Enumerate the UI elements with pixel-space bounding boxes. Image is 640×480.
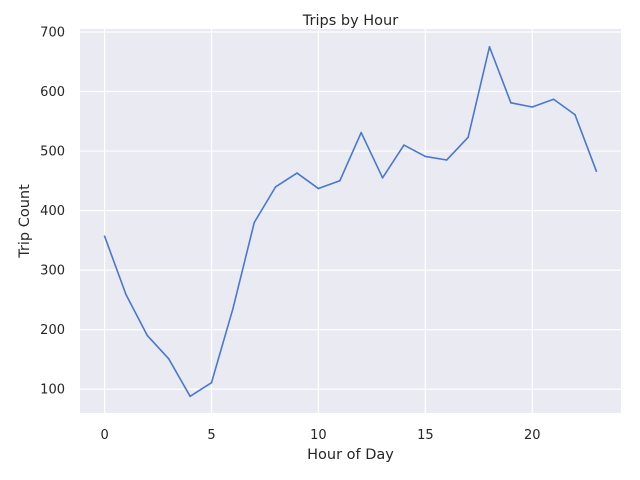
chart-title: Trips by Hour: [302, 13, 398, 29]
data-point: [467, 136, 469, 139]
y-tick-label: 700: [40, 25, 65, 40]
x-axis-label: Hour of Day: [307, 447, 394, 463]
data-point: [424, 155, 427, 158]
data-point: [574, 113, 576, 116]
data-point: [146, 334, 149, 337]
data-point: [103, 235, 106, 237]
y-tick-label: 500: [40, 145, 65, 160]
data-point: [210, 381, 213, 384]
x-tick-label: 10: [310, 428, 327, 443]
data-point: [167, 358, 170, 360]
data-point: [510, 102, 512, 104]
x-tick-label: 5: [207, 428, 215, 443]
y-tick-label: 100: [40, 383, 65, 398]
x-tick-labels: 0 5 10 15 20: [100, 428, 540, 443]
y-axis-label: Trip Count: [17, 184, 33, 259]
x-tick-label: 0: [100, 428, 108, 443]
data-point: [381, 177, 384, 179]
data-point: [339, 180, 341, 182]
x-tick-label: 15: [417, 428, 434, 443]
data-point: [403, 144, 405, 146]
data-point: [189, 395, 191, 398]
y-tick-label: 200: [40, 323, 65, 338]
data-point: [531, 106, 534, 108]
series-layer: [103, 46, 598, 398]
data-point: [253, 221, 256, 224]
x-tick-label: 20: [524, 428, 541, 443]
data-point: [595, 170, 598, 173]
data-point: [445, 159, 448, 161]
y-tick-labels: 100 200 300 400 500 600 700: [40, 25, 65, 397]
data-point: [232, 308, 234, 310]
series-line: [103, 46, 598, 398]
data-point: [317, 187, 320, 190]
data-point: [360, 131, 362, 134]
y-tick-label: 400: [40, 204, 65, 219]
data-point: [274, 185, 277, 188]
data-point: [552, 98, 555, 101]
y-tick-label: 600: [40, 85, 65, 100]
data-point: [296, 172, 298, 174]
grid: [80, 29, 621, 413]
data-point: [488, 46, 491, 48]
data-point: [125, 293, 127, 296]
y-tick-label: 300: [40, 264, 65, 279]
plot-background: [80, 29, 621, 413]
